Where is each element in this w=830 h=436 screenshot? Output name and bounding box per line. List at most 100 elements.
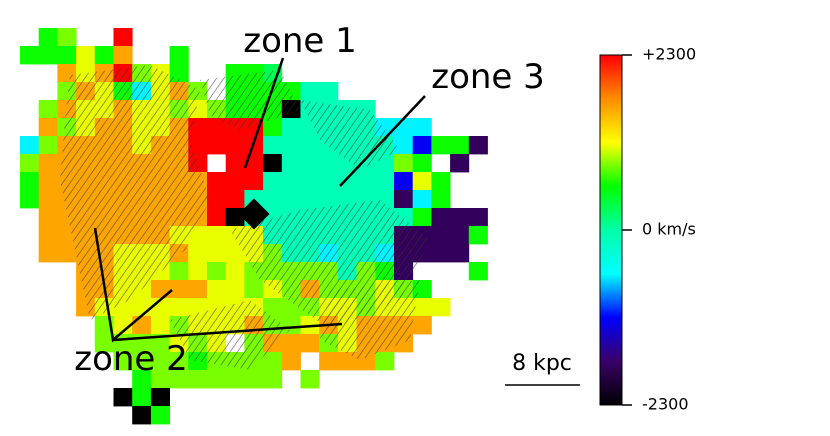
cell [20,136,40,155]
zone-label: zone 3 [431,57,545,97]
cell [113,352,133,371]
cell [431,298,451,317]
cell [412,172,432,191]
cell [225,280,245,299]
scale-bar-label: 8 kpc [512,351,572,376]
cell [468,262,488,281]
colorbar-tick-label: +2300 [642,45,696,64]
cell [412,316,432,335]
cell [337,352,357,371]
cell [468,226,488,245]
cell [150,280,170,299]
cell [263,172,283,191]
cell [375,172,395,191]
cell [57,244,77,263]
cell [132,388,152,407]
cell [207,118,227,137]
cell [188,244,208,263]
cell [113,316,133,335]
cell [94,46,114,65]
cell [319,154,339,173]
cell [394,190,414,209]
colorbar-tick-label: -2300 [642,395,689,414]
cell [38,136,58,155]
cell [207,244,227,263]
cell [132,370,152,389]
cell [225,244,245,263]
cell [431,190,451,209]
cell [394,154,414,173]
cell [132,406,152,425]
cell [300,172,320,191]
cell [263,154,283,173]
cell [38,118,58,137]
cell [150,388,170,407]
cell [431,136,451,155]
cell [20,154,40,173]
cell [150,316,170,335]
cell [412,190,432,209]
cell [412,208,432,227]
nucleus-marker [238,198,270,230]
cell [38,244,58,263]
cell [300,370,320,389]
cell [150,352,170,371]
cell [20,172,40,191]
cell [57,46,77,65]
cell [468,136,488,155]
cell [450,136,470,155]
colorbar-tick-label: 0 km/s [642,220,696,239]
cell [450,154,470,173]
cell [57,28,77,47]
cell [319,82,339,101]
cell [281,334,301,353]
cell [38,208,58,227]
cell [263,370,283,389]
cell [188,298,208,317]
cell [207,262,227,281]
cell [169,370,189,389]
cell [300,154,320,173]
cell [450,244,470,263]
cell [38,172,58,191]
cell [150,370,170,389]
cell [225,154,245,173]
cell [113,388,133,407]
cell [300,82,320,101]
cell [375,352,395,371]
cell [207,190,227,209]
cell [207,226,227,245]
cell [412,136,432,155]
cell [263,136,283,155]
cell [263,352,283,371]
cell [394,136,414,155]
cell [244,172,264,191]
cell [188,262,208,281]
cell [132,316,152,335]
cell [113,28,133,47]
cell [207,172,227,191]
cell [225,136,245,155]
cell [319,352,339,371]
cell [38,154,58,173]
cell [20,190,40,209]
cell [38,46,58,65]
cell [207,280,227,299]
cell [281,118,301,137]
cell [225,190,245,209]
cell [244,370,264,389]
cell [76,46,96,65]
cell [281,172,301,191]
cell [281,352,301,371]
cell [319,172,339,191]
cell [94,334,114,353]
cell [337,172,357,191]
zone-lines [93,57,426,343]
zone-label: zone 2 [74,339,188,379]
cell [431,208,451,227]
cell [38,100,58,119]
cell [450,226,470,245]
cell [319,190,339,209]
cell [169,280,189,299]
cell [207,136,227,155]
